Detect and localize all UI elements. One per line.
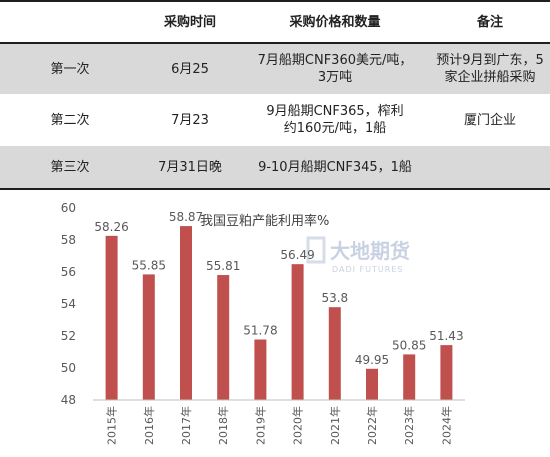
watermark-logo-icon [306, 236, 326, 264]
y-tick-label: 48 [61, 393, 76, 407]
row-price-qty: 7月船期CNF360美元/吨，3万吨 [257, 53, 413, 85]
x-tick-label: 2016年 [142, 406, 156, 445]
chart-svg: 大地期货 DADI FUTURES 我国豆粕产能利用率% 60 58 56 54 52 5… [61, 201, 465, 445]
table-header-rule [0, 42, 550, 44]
bar [403, 354, 416, 400]
header-cell-blank [0, 2, 140, 42]
bar [142, 274, 155, 400]
x-tick-label: 2022年 [365, 406, 379, 445]
x-tick-label: 2019年 [253, 406, 267, 445]
bar [291, 264, 304, 400]
y-axis: 60 58 56 54 52 50 48 [61, 201, 76, 407]
data-label: 58.87 [169, 210, 203, 224]
data-label: 58.26 [94, 220, 128, 234]
x-tick-label: 2024年 [439, 406, 453, 445]
bar [217, 275, 230, 400]
table-row: 第一次 6月25 7月船期CNF360美元/吨，3万吨 预计9月到广东，5家企业… [0, 44, 550, 94]
x-tick-label: 2020年 [291, 406, 305, 445]
x-tick-label: 2018年 [216, 406, 230, 445]
row-time: 7月23 [171, 112, 209, 128]
x-tick-label: 2017年 [179, 406, 193, 445]
row-time: 7月31日晚 [158, 159, 222, 175]
x-axis: 2015年 2016年 2017年 2018年 2019年 2020年 2021年 2022年… [105, 406, 454, 445]
row-label: 第三次 [50, 159, 90, 175]
data-labels: 58.2655.8558.8755.8151.7856.4953.849.955… [94, 210, 463, 367]
bar [180, 226, 192, 400]
table-bottom-rule [0, 188, 550, 190]
data-label: 53.8 [321, 291, 348, 305]
y-tick-label: 52 [61, 329, 76, 343]
bar [105, 235, 118, 400]
bar [328, 307, 341, 400]
row-time: 6月25 [171, 61, 209, 77]
chart-title: 我国豆粕产能利用率% [200, 213, 329, 229]
x-tick-label: 2023年 [402, 406, 416, 445]
watermark-cn: 大地期货 [330, 239, 410, 263]
y-tick-label: 50 [61, 361, 76, 375]
table-header-row: 采购时间 采购价格和数量 备注 [0, 2, 550, 42]
data-label: 55.85 [132, 258, 166, 272]
y-tick-label: 56 [61, 265, 76, 279]
row-label: 第一次 [50, 61, 90, 77]
bar [440, 345, 453, 400]
y-tick-label: 54 [61, 297, 76, 311]
capacity-utilization-chart: 大地期货 DADI FUTURES 我国豆粕产能利用率% 60 58 56 54 52 5… [0, 192, 550, 457]
header-cell-note: 备注 [476, 14, 503, 30]
row-price-qty: 9-10月船期CNF345，1船 [258, 159, 412, 175]
y-tick-label: 60 [61, 201, 76, 215]
bar [366, 368, 378, 400]
table-row: 第三次 7月31日晚 9-10月船期CNF345，1船 [0, 146, 550, 188]
y-tick-label: 58 [61, 233, 76, 247]
row-note [430, 146, 550, 188]
header-cell-price: 采购价格和数量 [289, 14, 381, 30]
watermark-logo: 大地期货 DADI FUTURES [306, 236, 410, 274]
data-label: 50.85 [392, 338, 426, 352]
row-note: 预计9月到广东，5家企业拼船采购 [436, 53, 544, 85]
data-label: 56.49 [280, 248, 314, 262]
row-label: 第二次 [50, 112, 90, 128]
row-price-qty: 9月船期CNF365，榨利约160元/吨，1船 [266, 104, 404, 136]
data-label: 51.43 [429, 329, 463, 343]
table-row: 第二次 7月23 9月船期CNF365，榨利约160元/吨，1船 厦门企业 [0, 94, 550, 146]
watermark-en: DADI FUTURES [332, 265, 403, 274]
data-label: 55.81 [206, 259, 240, 273]
table-top-rule [0, 0, 550, 2]
bars [105, 226, 453, 400]
x-tick-label: 2015年 [105, 406, 119, 445]
x-tick-label: 2021年 [328, 406, 342, 445]
data-label: 51.78 [243, 324, 277, 338]
header-cell-time: 采购时间 [163, 14, 216, 30]
bar [254, 339, 267, 400]
data-label: 49.95 [355, 353, 389, 367]
row-note: 厦门企业 [463, 112, 516, 128]
